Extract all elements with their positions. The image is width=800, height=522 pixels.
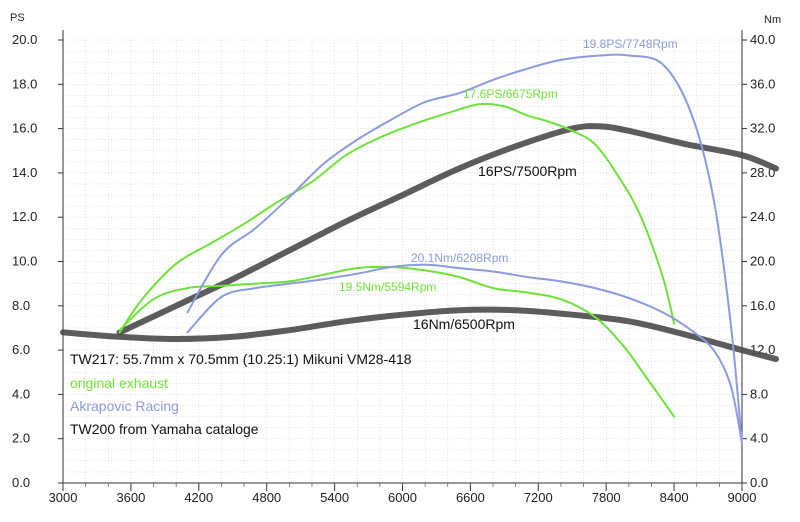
series-line-tw200-from-yamaha-cataloge-power bbox=[116, 123, 779, 336]
left-tick-label: 18.0 bbox=[12, 76, 37, 91]
right-axis-ticks: 0.04.08.012.016.020.024.028.032.036.040.… bbox=[742, 32, 775, 490]
series-line-akrapovic-racing-torque bbox=[186, 263, 743, 445]
right-tick-label: 40.0 bbox=[750, 32, 775, 47]
right-tick-label: 16.0 bbox=[750, 298, 775, 313]
x-tick-label: 9000 bbox=[728, 490, 757, 505]
x-tick-label: 3600 bbox=[116, 490, 145, 505]
series-line-original-exhaust-torque bbox=[118, 265, 676, 418]
x-tick-label: 4200 bbox=[184, 490, 213, 505]
series-lines bbox=[60, 53, 779, 445]
legend: TW217: 55.7mm x 70.5mm (10.25:1) Mikuni … bbox=[70, 351, 412, 437]
left-tick-label: 0.0 bbox=[12, 475, 30, 490]
series-line-original-exhaust-power bbox=[118, 102, 676, 334]
left-tick-label: 2.0 bbox=[12, 431, 30, 446]
x-tick-label: 7800 bbox=[592, 490, 621, 505]
peak-annotation: 16Nm/6500Rpm bbox=[413, 316, 515, 332]
peak-annotation: 17.6PS/6675Rpm bbox=[463, 87, 558, 101]
left-axis-ticks: 0.0 2.0 4.0 6.0 8.0 10.0 12.0 14.0 16.0 18.0 20.0 bbox=[12, 32, 63, 490]
left-tick-label: 14.0 bbox=[12, 165, 37, 180]
x-tick-label: 6000 bbox=[388, 490, 417, 505]
peak-annotation: 19.8PS/7748Rpm bbox=[583, 37, 678, 51]
right-tick-label: 8.0 bbox=[750, 386, 768, 401]
x-axis-ticks: 3000 3600 4200 4800 5400 6000 6600 7200 7800 8400… bbox=[49, 483, 757, 505]
legend-entry: TW217: 55.7mm x 70.5mm (10.25:1) Mikuni … bbox=[70, 351, 412, 367]
peak-annotation: 19.5Nm/5594Rpm bbox=[339, 280, 436, 294]
left-tick-label: 16.0 bbox=[12, 121, 37, 136]
x-tick-label: 7200 bbox=[524, 490, 553, 505]
x-tick-label: 8400 bbox=[660, 490, 689, 505]
legend-entry: TW200 from Yamaha cataloge bbox=[70, 421, 259, 437]
annotations: 19.8PS/7748Rpm 17.6PS/6675Rpm 16PS/7500Rpm… bbox=[339, 37, 678, 332]
left-tick-label: 6.0 bbox=[12, 342, 30, 357]
right-tick-label: 32.0 bbox=[750, 121, 775, 136]
x-tick-label: 6600 bbox=[456, 490, 485, 505]
series-line-akrapovic-racing-power bbox=[186, 53, 743, 445]
left-tick-label: 8.0 bbox=[12, 298, 30, 313]
right-tick-label: 0.0 bbox=[750, 475, 768, 490]
legend-entry: original exhaust bbox=[70, 375, 168, 391]
left-tick-label: 12.0 bbox=[12, 209, 37, 224]
series-line-tw200-from-yamaha-cataloge-torque bbox=[60, 306, 779, 362]
right-tick-label: 4.0 bbox=[750, 431, 768, 446]
right-tick-label: 24.0 bbox=[750, 209, 775, 224]
right-axis-unit: Nm bbox=[764, 14, 781, 26]
peak-annotation: 20.1Nm/6208Rpm bbox=[411, 251, 508, 265]
x-tick-label: 4800 bbox=[252, 490, 281, 505]
peak-annotation: 16PS/7500Rpm bbox=[478, 163, 577, 179]
left-tick-label: 4.0 bbox=[12, 386, 30, 401]
right-tick-label: 36.0 bbox=[750, 76, 775, 91]
legend-entry: Akrapovic Racing bbox=[70, 398, 179, 414]
left-tick-label: 10.0 bbox=[12, 254, 37, 269]
left-axis-unit: PS bbox=[10, 12, 25, 24]
x-tick-label: 5400 bbox=[320, 490, 349, 505]
right-tick-label: 20.0 bbox=[750, 254, 775, 269]
x-tick-label: 3000 bbox=[49, 490, 78, 505]
left-tick-label: 20.0 bbox=[12, 32, 37, 47]
